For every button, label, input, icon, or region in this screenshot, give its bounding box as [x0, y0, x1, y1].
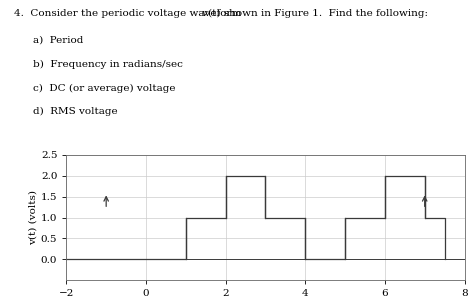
- Text: b)  Frequency in radians/sec: b) Frequency in radians/sec: [33, 60, 183, 69]
- Text: d)  RMS voltage: d) RMS voltage: [33, 107, 118, 117]
- Text: a)  Period: a) Period: [33, 36, 83, 45]
- Text: 4.  Consider the periodic voltage waveform: 4. Consider the periodic voltage wavefor…: [14, 9, 245, 18]
- Y-axis label: v(t) (volts): v(t) (volts): [29, 190, 38, 245]
- Text: c)  DC (or average) voltage: c) DC (or average) voltage: [33, 83, 176, 93]
- Text: (t) shown in Figure 1.  Find the following:: (t) shown in Figure 1. Find the followin…: [208, 9, 428, 18]
- Text: v: v: [201, 9, 207, 18]
